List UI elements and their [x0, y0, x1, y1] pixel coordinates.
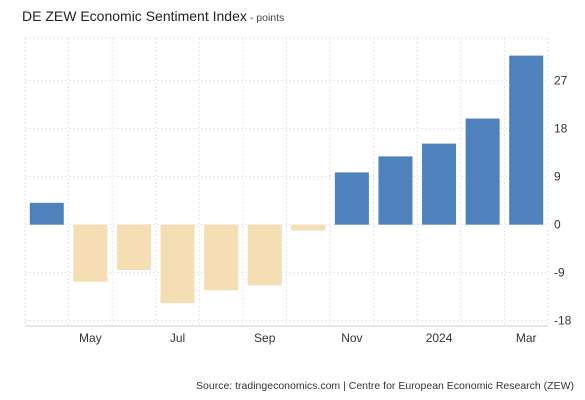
bar — [204, 224, 239, 291]
bar — [291, 224, 326, 231]
bar — [160, 224, 195, 304]
y-tick-label: -18 — [554, 314, 572, 328]
y-tick-label: 0 — [554, 218, 561, 232]
y-tick-label: -9 — [554, 266, 565, 280]
y-tick-label: 18 — [554, 122, 568, 136]
source-text: Source: tradingeconomics.com | Centre fo… — [196, 380, 574, 392]
bar — [116, 224, 151, 270]
bar — [247, 224, 282, 286]
bar — [378, 156, 413, 225]
y-tick-label: 27 — [554, 74, 568, 88]
bar — [29, 202, 64, 225]
x-tick-label: 2024 — [426, 331, 453, 345]
x-tick-label: Mar — [516, 331, 537, 345]
bar — [465, 118, 500, 225]
bar — [509, 55, 544, 225]
bar — [73, 224, 108, 282]
chart-unit: - points — [249, 12, 285, 24]
bar — [422, 143, 457, 225]
bar — [334, 172, 369, 225]
x-tick-label: Jul — [170, 331, 185, 345]
x-tick-label: Nov — [341, 331, 362, 345]
chart-title: DE ZEW Economic Sentiment Index — [22, 8, 247, 24]
x-tick-label: May — [79, 331, 102, 345]
y-tick-label: 9 — [554, 170, 561, 184]
chart-title-row: DE ZEW Economic Sentiment Index - points — [22, 8, 284, 26]
x-tick-label: Sep — [254, 331, 276, 345]
